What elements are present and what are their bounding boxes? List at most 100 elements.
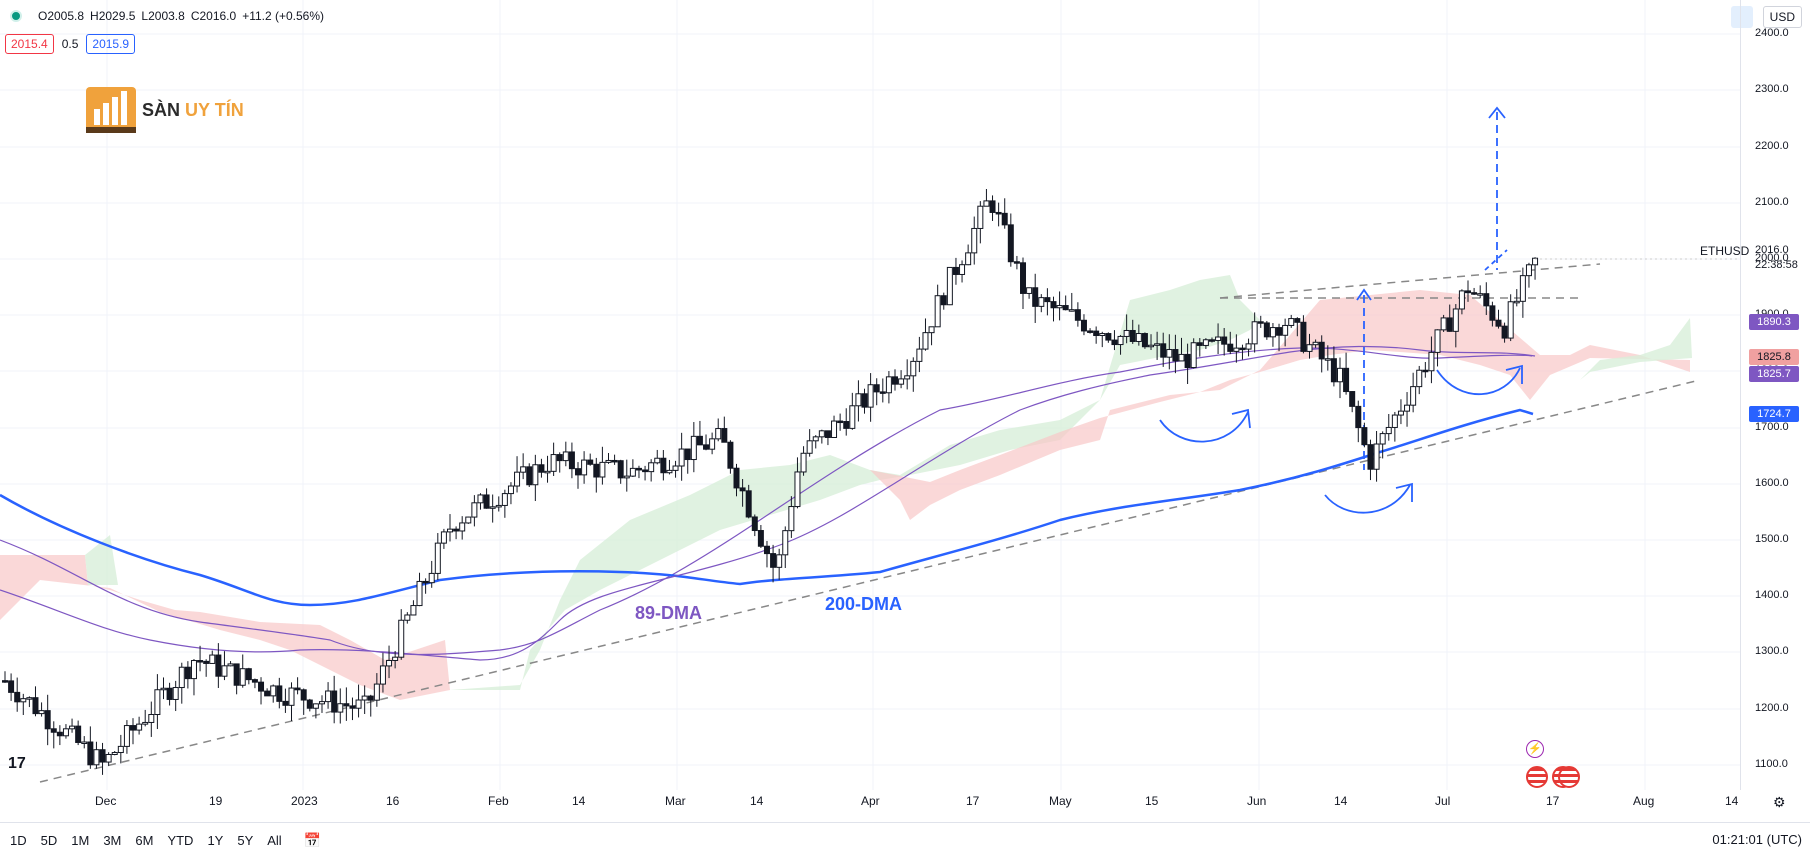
candle[interactable] (696, 435, 703, 446)
candle[interactable] (75, 725, 82, 743)
candle[interactable] (849, 405, 856, 429)
candle[interactable] (617, 460, 624, 479)
candle[interactable] (1452, 308, 1459, 332)
candle[interactable] (1373, 443, 1380, 470)
bid-button[interactable]: 2015.4 (5, 34, 54, 54)
candle[interactable] (660, 457, 667, 474)
candle[interactable] (916, 348, 923, 362)
candle[interactable] (1123, 329, 1130, 337)
candle[interactable] (1440, 317, 1447, 331)
candle[interactable] (203, 660, 210, 664)
candle[interactable] (703, 444, 710, 450)
candle[interactable] (160, 687, 167, 691)
candle[interactable] (562, 451, 569, 462)
candles[interactable] (2, 189, 1539, 775)
candle[interactable] (1172, 349, 1179, 362)
candle[interactable] (227, 663, 234, 667)
candle[interactable] (172, 687, 179, 700)
candle[interactable] (770, 553, 777, 568)
candle[interactable] (501, 493, 508, 506)
candle[interactable] (190, 660, 197, 680)
candle[interactable] (1312, 341, 1319, 346)
candle[interactable] (800, 452, 807, 473)
candle[interactable] (873, 384, 880, 393)
candle[interactable] (428, 572, 435, 584)
candle[interactable] (2, 680, 8, 683)
candle[interactable] (983, 200, 990, 207)
candle[interactable] (1300, 321, 1307, 352)
candle[interactable] (26, 697, 33, 700)
candle[interactable] (794, 471, 801, 508)
candle[interactable] (1458, 290, 1465, 310)
candle[interactable] (349, 705, 356, 709)
candle[interactable] (739, 487, 746, 492)
candle[interactable] (1282, 324, 1289, 336)
candle[interactable] (14, 691, 21, 703)
candle[interactable] (891, 376, 898, 385)
candle[interactable] (1233, 347, 1240, 352)
candle[interactable] (1117, 335, 1124, 346)
trendline-support[interactable] (39, 379, 1701, 783)
candle[interactable] (1397, 410, 1404, 416)
candle[interactable] (623, 475, 630, 479)
candle[interactable] (489, 506, 496, 509)
candle[interactable] (337, 703, 344, 713)
candle[interactable] (989, 200, 996, 213)
candle[interactable] (885, 376, 892, 394)
candle[interactable] (946, 266, 953, 306)
candle[interactable] (648, 462, 655, 473)
candle[interactable] (1324, 358, 1331, 361)
candle[interactable] (1276, 327, 1283, 336)
candle[interactable] (245, 668, 252, 681)
candle[interactable] (270, 685, 277, 697)
candle[interactable] (514, 471, 521, 487)
candle[interactable] (142, 721, 149, 725)
candle[interactable] (312, 703, 319, 709)
candle[interactable] (1111, 339, 1118, 346)
candle[interactable] (50, 728, 57, 733)
candle[interactable] (1391, 414, 1398, 428)
candle[interactable] (1318, 341, 1325, 360)
candle[interactable] (1154, 343, 1161, 346)
candle[interactable] (355, 699, 362, 709)
candle[interactable] (1099, 333, 1106, 337)
candle[interactable] (959, 264, 966, 275)
candle[interactable] (1166, 349, 1173, 358)
candle[interactable] (1245, 343, 1252, 350)
candle[interactable] (251, 679, 258, 683)
candle[interactable] (1044, 297, 1051, 303)
candle[interactable] (1215, 336, 1222, 341)
candle[interactable] (806, 440, 813, 454)
candle[interactable] (453, 528, 460, 532)
candle[interactable] (684, 448, 691, 461)
candle[interactable] (1471, 292, 1478, 295)
candle[interactable] (995, 211, 1002, 215)
candle[interactable] (1087, 330, 1094, 333)
candle[interactable] (148, 714, 155, 723)
candle[interactable] (398, 619, 405, 658)
candle[interactable] (264, 690, 271, 697)
candle[interactable] (1404, 404, 1411, 412)
candle[interactable] (87, 741, 94, 766)
range-button-1m[interactable]: 1M (71, 833, 90, 848)
range-button-1d[interactable]: 1D (10, 833, 27, 848)
axis-settings-icon[interactable]: ⚙ (1773, 794, 1786, 810)
candle[interactable] (361, 695, 368, 701)
candle[interactable] (556, 454, 563, 462)
candle[interactable] (239, 668, 246, 686)
candle[interactable] (861, 393, 868, 408)
candle[interactable] (1208, 339, 1215, 342)
currency-select[interactable]: USD (1762, 6, 1802, 28)
candle[interactable] (910, 360, 917, 377)
candle[interactable] (154, 689, 161, 716)
candle[interactable] (258, 681, 265, 692)
candle[interactable] (416, 580, 423, 607)
candle[interactable] (837, 420, 844, 424)
candle[interactable] (824, 430, 831, 438)
candle[interactable] (1184, 353, 1191, 369)
candle[interactable] (81, 741, 88, 745)
candle[interactable] (1306, 344, 1313, 352)
candle[interactable] (1507, 301, 1514, 339)
candle[interactable] (812, 436, 819, 442)
ask-button[interactable]: 2015.9 (86, 34, 136, 54)
